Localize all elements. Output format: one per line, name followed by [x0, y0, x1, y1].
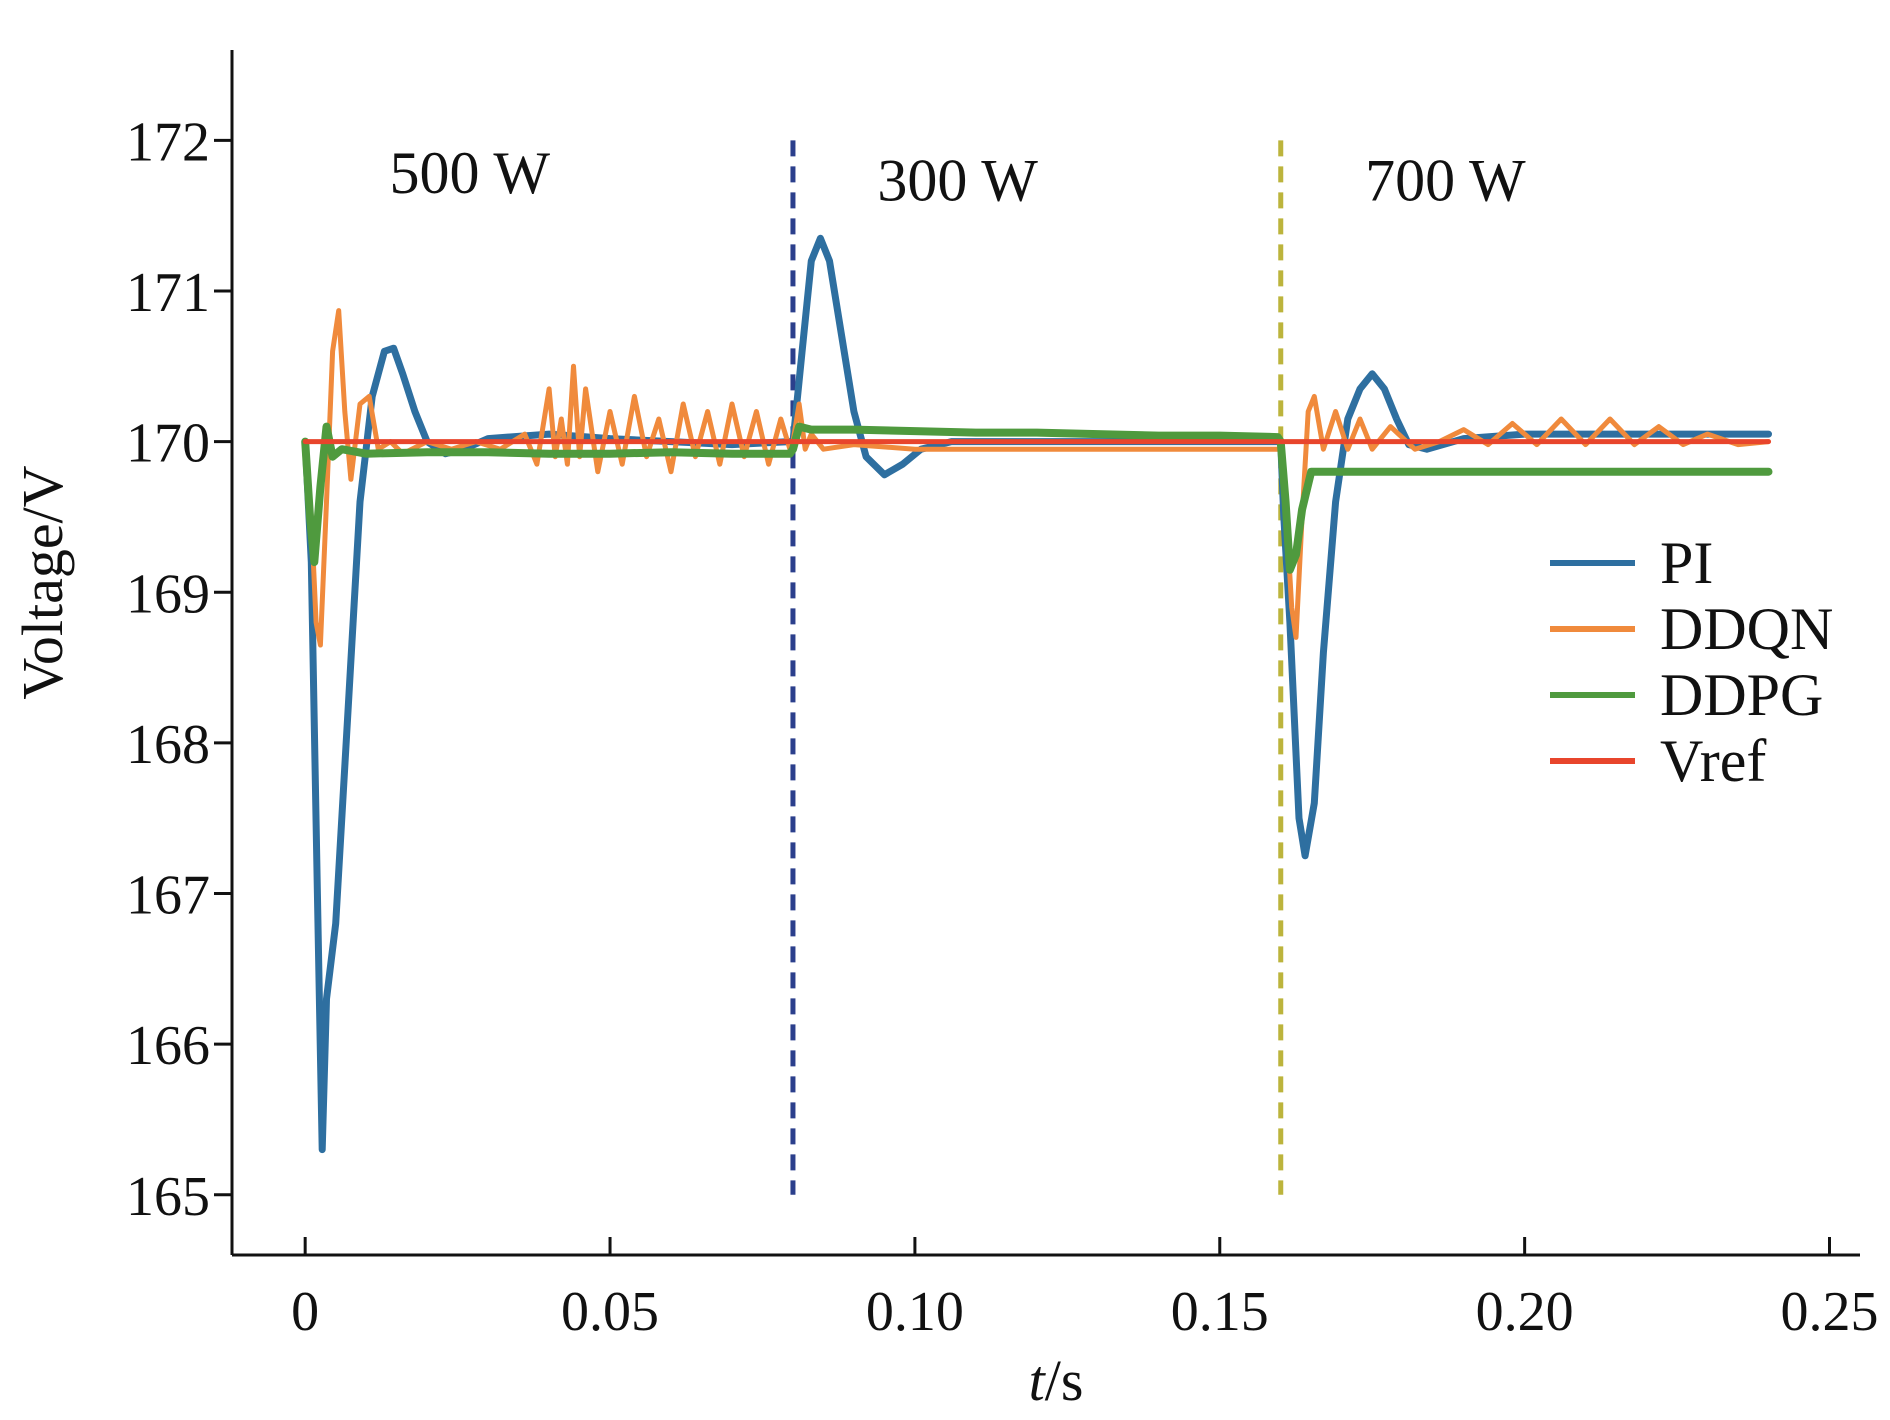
load-change-lines	[790, 140, 1284, 1195]
y-tick-label: 167	[126, 865, 210, 927]
x-tick-label: 0.05	[561, 1281, 659, 1343]
x-tick-label: 0.10	[866, 1281, 964, 1343]
series-line-ddpg	[301, 422, 1773, 574]
series-line-pi	[301, 234, 1772, 1154]
y-tick-label: 165	[126, 1166, 210, 1228]
load-annotations: 500 W 300 W 700 W	[390, 140, 1526, 214]
x-tick-label: 0	[291, 1281, 319, 1343]
y-ticks: 165 166 167 168 169 170 171 172	[126, 111, 232, 1228]
axes: 165 166 167 168 169 170 171 172 0 0.05 0.10 0.15 0.…	[126, 50, 1879, 1343]
y-tick-label: 169	[126, 563, 210, 625]
x-tick-label: 0.15	[1171, 1281, 1269, 1343]
legend-label-ddqn: DDQN	[1660, 596, 1833, 662]
legend-label-pi: PI	[1660, 530, 1713, 596]
x-axis-title: t/s	[1029, 1348, 1084, 1413]
x-ticks: 0 0.05 0.10 0.15 0.20 0.25	[291, 1237, 1879, 1343]
series-lines	[301, 234, 1773, 1154]
load-annotation: 300 W	[877, 148, 1038, 214]
legend-label-vref: Vref	[1660, 728, 1766, 794]
x-tick-label: 0.25	[1781, 1281, 1879, 1343]
y-tick-label: 172	[126, 111, 210, 173]
series-line-ddqn	[302, 308, 1771, 648]
x-axis-title-italic: t	[1029, 1348, 1047, 1413]
load-annotation: 500 W	[390, 140, 551, 206]
y-axis-title: Voltage/V	[10, 465, 75, 699]
x-tick-label: 0.20	[1476, 1281, 1574, 1343]
legend-label-ddpg: DDPG	[1660, 662, 1823, 728]
y-tick-label: 171	[126, 262, 210, 324]
y-tick-label: 170	[126, 413, 210, 475]
x-axis-title-suffix: /s	[1045, 1348, 1084, 1413]
y-tick-label: 166	[126, 1015, 210, 1077]
load-annotation: 700 W	[1365, 148, 1526, 214]
y-tick-label: 168	[126, 714, 210, 776]
